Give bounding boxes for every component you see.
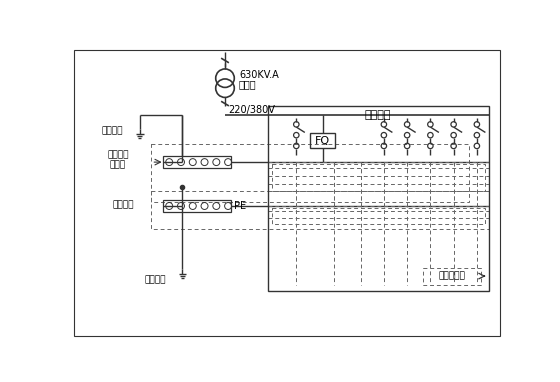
Text: 总配电箱: 总配电箱 [365,110,391,120]
Text: 220/380V: 220/380V [228,105,275,115]
Text: 工作接地: 工作接地 [102,127,123,136]
Text: 重复接地: 重复接地 [144,275,166,285]
Text: 变压站: 变压站 [239,79,256,89]
Bar [310,133,335,148]
Bar [151,191,488,229]
Text: 至分配电箱: 至分配电箱 [438,272,465,280]
Text: 保护零线: 保护零线 [113,201,134,210]
Text: FQ: FQ [315,136,330,146]
Text: PE: PE [234,201,246,211]
Bar [151,144,469,202]
Text: 630KV.A: 630KV.A [239,70,279,80]
Bar [423,268,480,285]
Bar [272,164,484,191]
Bar [163,200,231,212]
Bar [272,208,484,224]
Bar [163,156,231,168]
Text: 工作零线
端子板: 工作零线 端子板 [108,150,129,170]
Bar [268,106,488,291]
